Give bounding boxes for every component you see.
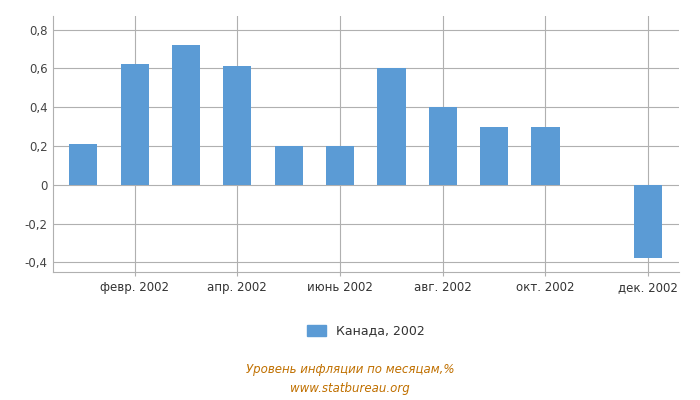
Bar: [377, 68, 405, 185]
Bar: [531, 126, 559, 185]
Legend: Канада, 2002: Канада, 2002: [307, 324, 424, 338]
Bar: [172, 45, 200, 185]
Text: Уровень инфляции по месяцам,%: Уровень инфляции по месяцам,%: [246, 364, 454, 376]
Bar: [326, 146, 354, 185]
Bar: [634, 185, 662, 258]
Bar: [274, 146, 303, 185]
Bar: [120, 64, 149, 185]
Bar: [69, 144, 97, 185]
Bar: [428, 107, 457, 185]
Text: www.statbureau.org: www.statbureau.org: [290, 382, 410, 395]
Bar: [223, 66, 251, 185]
Bar: [480, 126, 508, 185]
